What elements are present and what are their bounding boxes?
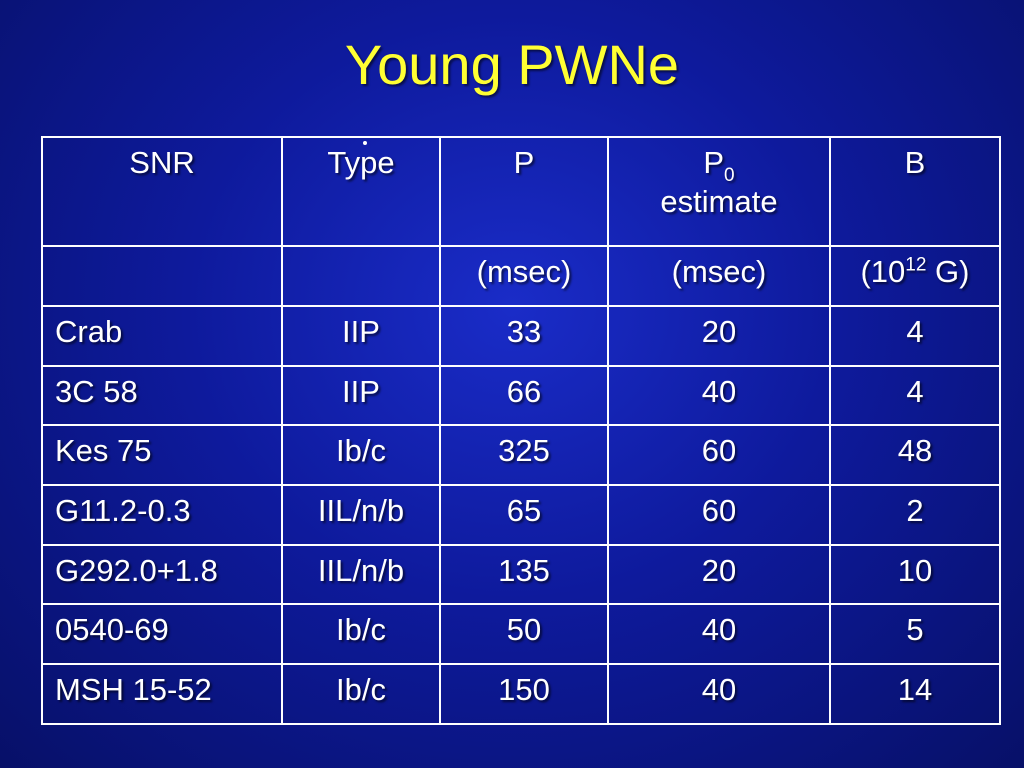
cell-p: 325: [440, 425, 608, 485]
units-b-close: G): [926, 254, 969, 289]
table-row: 3C 58 IIP 66 40 4: [42, 366, 1000, 426]
cell-type: IIP: [282, 306, 440, 366]
cell-b: 14: [830, 664, 1000, 724]
header-p: P: [440, 137, 608, 246]
units-row: (msec) (msec) (1012 G): [42, 246, 1000, 306]
header-p0: P0 estimate: [608, 137, 830, 246]
cell-p: 65: [440, 485, 608, 545]
cell-type: IIL/n/b: [282, 545, 440, 605]
pwne-table: SNR Type P P0 estimate B (msec) (msec) (1…: [41, 136, 1001, 725]
cell-p: 50: [440, 604, 608, 664]
cell-snr: 3C 58: [42, 366, 282, 426]
units-type: [282, 246, 440, 306]
cell-p0: 60: [608, 485, 830, 545]
cell-snr: 0540-69: [42, 604, 282, 664]
cell-snr: Kes 75: [42, 425, 282, 485]
header-p0-subscript: 0: [724, 165, 735, 186]
header-p0-main: P: [703, 145, 724, 180]
cell-snr: G292.0+1.8: [42, 545, 282, 605]
table-row: Kes 75 Ib/c 325 60 48: [42, 425, 1000, 485]
cell-b: 48: [830, 425, 1000, 485]
cell-p0: 20: [608, 306, 830, 366]
cell-p0: 20: [608, 545, 830, 605]
cell-type: Ib/c: [282, 604, 440, 664]
header-type-label: Type: [327, 146, 394, 180]
units-b-exponent: 12: [905, 255, 926, 276]
cell-b: 10: [830, 545, 1000, 605]
header-p0-estimate: estimate: [660, 184, 777, 219]
header-type: Type: [282, 137, 440, 246]
slide-title: Young PWNe: [0, 30, 1024, 100]
cell-type: IIL/n/b: [282, 485, 440, 545]
units-b: (1012 G): [830, 246, 1000, 306]
cell-snr: MSH 15-52: [42, 664, 282, 724]
units-p0: (msec): [608, 246, 830, 306]
cell-b: 4: [830, 366, 1000, 426]
cell-type: Ib/c: [282, 425, 440, 485]
cell-p0: 40: [608, 664, 830, 724]
cell-p0: 40: [608, 604, 830, 664]
header-b: B: [830, 137, 1000, 246]
cell-p: 33: [440, 306, 608, 366]
table-row: MSH 15-52 Ib/c 150 40 14: [42, 664, 1000, 724]
table-row: G11.2-0.3 IIL/n/b 65 60 2: [42, 485, 1000, 545]
cell-type: IIP: [282, 366, 440, 426]
cell-b: 2: [830, 485, 1000, 545]
cell-p0: 60: [608, 425, 830, 485]
cell-p: 66: [440, 366, 608, 426]
units-snr: [42, 246, 282, 306]
header-snr: SNR: [42, 137, 282, 246]
header-row: SNR Type P P0 estimate B: [42, 137, 1000, 246]
cell-type: Ib/c: [282, 664, 440, 724]
cell-snr: Crab: [42, 306, 282, 366]
table-row: Crab IIP 33 20 4: [42, 306, 1000, 366]
table-row: 0540-69 Ib/c 50 40 5: [42, 604, 1000, 664]
table-row: G292.0+1.8 IIL/n/b 135 20 10: [42, 545, 1000, 605]
cell-b: 5: [830, 604, 1000, 664]
cell-p: 135: [440, 545, 608, 605]
cell-p0: 40: [608, 366, 830, 426]
cell-b: 4: [830, 306, 1000, 366]
cell-snr: G11.2-0.3: [42, 485, 282, 545]
units-b-open: (10: [860, 254, 905, 289]
units-p: (msec): [440, 246, 608, 306]
cell-p: 150: [440, 664, 608, 724]
